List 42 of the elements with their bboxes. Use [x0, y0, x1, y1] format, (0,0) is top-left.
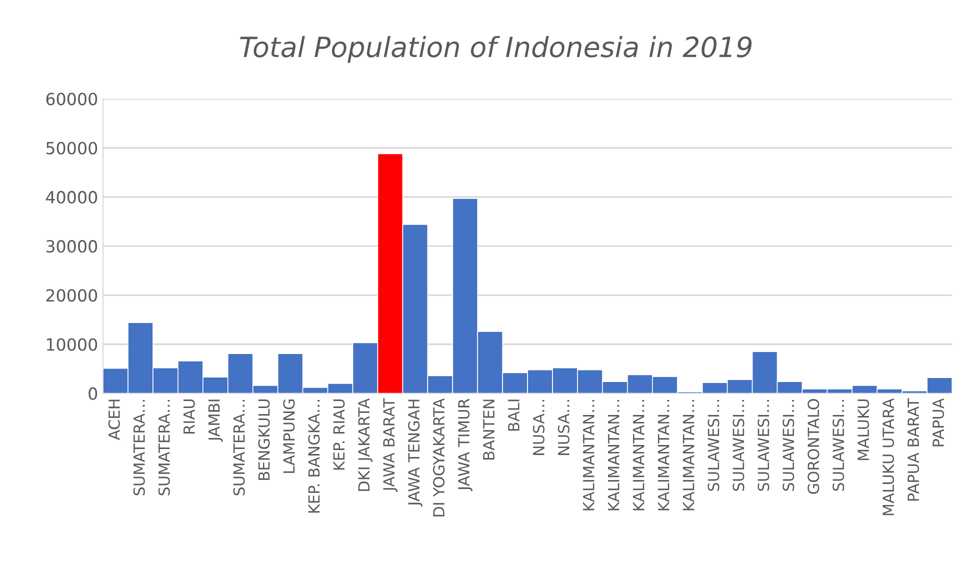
x-tick-label: GORONTALO — [808, 399, 820, 494]
x-tick-label: KALIMANTAN… — [608, 400, 620, 510]
x-tick-label: KALIMANTAN… — [682, 400, 694, 510]
x-tick-label: PAPUA — [932, 398, 944, 446]
y-tick-label: 30000 — [46, 240, 98, 253]
x-tick-label: BANTEN — [483, 400, 494, 460]
y-tick-label: 60000 — [46, 92, 98, 106]
x-tick-label: SUMATERA… — [233, 400, 245, 496]
chart-title: Total Population of Indonesia in 2019 — [240, 36, 752, 63]
x-tick-label: SULAWESI… — [732, 400, 744, 491]
x-tick-label: ACEH — [108, 400, 120, 440]
x-tick-label: MALUKU UTARA — [882, 398, 894, 516]
x-tick-label: JAWA BARAT — [383, 398, 398, 492]
x-tick-label: KALIMANTAN… — [583, 400, 594, 510]
y-tick-label: 50000 — [46, 142, 98, 154]
x-tick-label: JAWA TENGAH — [408, 400, 422, 507]
x-tick-label: MALUKU — [858, 400, 870, 460]
x-tick-label: DKI JAKARTA — [358, 398, 373, 491]
x-tick-label: JAWA TIMUR — [458, 398, 472, 492]
x-tick-label: JAMBI — [208, 400, 223, 442]
x-tick-label: KEP. BANGKA… — [308, 400, 320, 513]
x-tick-label: SULAWESI… — [832, 400, 844, 491]
x-tick-label: KALIMANTAN… — [658, 400, 670, 510]
x-tick-label: BALI — [508, 400, 520, 431]
x-tick-label: NUSA… — [558, 400, 570, 456]
y-tick-label: 0 — [88, 387, 98, 400]
x-tick-label: SUMATERA… — [133, 400, 145, 496]
x-tick-label: RIAU — [184, 400, 195, 434]
y-tick-label: 10000 — [46, 338, 98, 351]
x-tick-label: PAPUA BARAT — [908, 398, 920, 501]
x-tick-label: BENGKULU — [258, 400, 270, 480]
x-tick-label: LAMPUNG — [283, 399, 295, 473]
x-tick-label: KEP. RIAU — [333, 400, 345, 470]
x-tick-label: SULAWESI… — [758, 400, 770, 491]
x-tick-label: SULAWESI… — [782, 400, 794, 491]
x-tick-label: NUSA… — [532, 400, 544, 456]
x-tick-label: DI YOGYAKARTA — [433, 398, 445, 516]
x-tick-label: SULAWESI… — [708, 400, 720, 491]
x-tick-label: KALIMANTAN… — [633, 400, 644, 510]
y-tick-label: 40000 — [46, 190, 98, 204]
x-tick-label: SUMATERA… — [158, 400, 170, 496]
y-tick-label: 20000 — [46, 289, 98, 302]
